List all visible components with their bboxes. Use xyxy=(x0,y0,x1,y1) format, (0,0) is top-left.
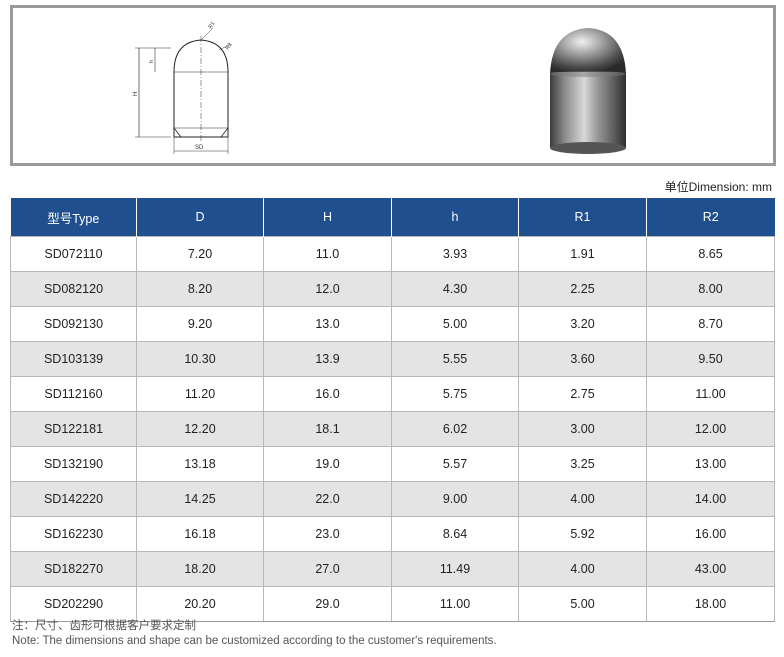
cell-R2: 11.00 xyxy=(646,376,775,412)
label-R1: R1 xyxy=(208,21,217,30)
note-chinese: 注：尺寸、齿形可根据客户要求定制 xyxy=(12,620,196,632)
cell-R2: 8.65 xyxy=(646,236,775,272)
cell-H: 18.1 xyxy=(263,411,392,447)
cell-H: 13.0 xyxy=(263,306,392,342)
col-header-H: H xyxy=(263,198,392,237)
cell-h: 9.00 xyxy=(391,481,519,517)
cell-R1: 2.25 xyxy=(518,271,647,307)
cell-D: 8.20 xyxy=(136,271,264,307)
col-header-D: D xyxy=(136,198,264,237)
table-row: SD072110 7.20 11.0 3.93 1.91 8.65 xyxy=(10,236,775,272)
cell-R1: 3.00 xyxy=(518,411,647,447)
cell-R2: 14.00 xyxy=(646,481,775,517)
cell-H: 19.0 xyxy=(263,446,392,482)
cell-R1: 2.75 xyxy=(518,376,647,412)
cell-h: 5.75 xyxy=(391,376,519,412)
cell-R1: 1.91 xyxy=(518,236,647,272)
customization-note: 注：尺寸、齿形可根据客户要求定制 Note: The dimensions an… xyxy=(12,619,497,649)
unit-label: 单位Dimension: mm xyxy=(664,180,772,194)
cell-R1: 4.00 xyxy=(518,481,647,517)
cell-R1: 5.92 xyxy=(518,516,647,552)
technical-drawing: H h R1 R2 SD xyxy=(133,21,234,154)
cell-h: 11.00 xyxy=(391,586,519,622)
cell-D: 12.20 xyxy=(136,411,264,447)
cell-D: 16.18 xyxy=(136,516,264,552)
cell-D: 20.20 xyxy=(136,586,264,622)
cell-h: 3.93 xyxy=(391,236,519,272)
label-SD: SD xyxy=(195,145,204,151)
cell-D: 18.20 xyxy=(136,551,264,587)
cell-D: 10.30 xyxy=(136,341,264,377)
table-row: SD092130 9.20 13.0 5.00 3.20 8.70 xyxy=(10,306,775,342)
cell-h: 8.64 xyxy=(391,516,519,552)
cell-H: 22.0 xyxy=(263,481,392,517)
cell-R2: 16.00 xyxy=(646,516,775,552)
cell-type: SD132190 xyxy=(10,446,137,482)
table-row: SD202290 20.20 29.0 11.00 5.00 18.00 xyxy=(10,586,775,622)
product-image-panel: H h R1 R2 SD xyxy=(10,5,776,166)
cell-R2: 18.00 xyxy=(646,586,775,622)
cell-H: 29.0 xyxy=(263,586,392,622)
cell-type: SD112160 xyxy=(10,376,137,412)
cell-D: 14.25 xyxy=(136,481,264,517)
table-header-row: 型号Type D H h R1 R2 xyxy=(10,198,775,237)
col-header-R2: R2 xyxy=(646,198,775,237)
cell-type: SD072110 xyxy=(10,236,137,272)
cell-R1: 3.25 xyxy=(518,446,647,482)
cell-type: SD082120 xyxy=(10,271,137,307)
cell-h: 5.55 xyxy=(391,341,519,377)
cell-h: 5.00 xyxy=(391,306,519,342)
cell-type: SD103139 xyxy=(10,341,137,377)
table-row: SD142220 14.25 22.0 9.00 4.00 14.00 xyxy=(10,481,775,517)
cell-D: 7.20 xyxy=(136,236,264,272)
note-english: Note: The dimensions and shape can be cu… xyxy=(12,635,497,647)
cell-R2: 13.00 xyxy=(646,446,775,482)
cell-H: 27.0 xyxy=(263,551,392,587)
cell-type: SD162230 xyxy=(10,516,137,552)
cell-R2: 8.00 xyxy=(646,271,775,307)
label-h: h xyxy=(149,60,155,63)
cell-type: SD142220 xyxy=(10,481,137,517)
cell-D: 9.20 xyxy=(136,306,264,342)
cell-h: 5.57 xyxy=(391,446,519,482)
cell-h: 4.30 xyxy=(391,271,519,307)
cell-type: SD122181 xyxy=(10,411,137,447)
table-row: SD112160 11.20 16.0 5.75 2.75 11.00 xyxy=(10,376,775,412)
cell-H: 13.9 xyxy=(263,341,392,377)
cell-type: SD202290 xyxy=(10,586,137,622)
cell-D: 13.18 xyxy=(136,446,264,482)
cell-R2: 43.00 xyxy=(646,551,775,587)
cell-H: 23.0 xyxy=(263,516,392,552)
cell-type: SD182270 xyxy=(10,551,137,587)
cell-R2: 12.00 xyxy=(646,411,775,447)
table-row: SD162230 16.18 23.0 8.64 5.92 16.00 xyxy=(10,516,775,552)
cell-R1: 3.60 xyxy=(518,341,647,377)
cell-D: 11.20 xyxy=(136,376,264,412)
label-H: H xyxy=(133,92,139,96)
cell-type: SD092130 xyxy=(10,306,137,342)
table-row: SD082120 8.20 12.0 4.30 2.25 8.00 xyxy=(10,271,775,307)
table-row: SD182270 18.20 27.0 11.49 4.00 43.00 xyxy=(10,551,775,587)
cell-h: 6.02 xyxy=(391,411,519,447)
spec-table: 型号Type D H h R1 R2 SD072110 7.20 11.0 3.… xyxy=(10,198,775,622)
table-row: SD132190 13.18 19.0 5.57 3.25 13.00 xyxy=(10,446,775,482)
cell-H: 12.0 xyxy=(263,271,392,307)
cell-h: 11.49 xyxy=(391,551,519,587)
table-row: SD122181 12.20 18.1 6.02 3.00 12.00 xyxy=(10,411,775,447)
carbide-button-photo xyxy=(550,28,626,154)
col-header-h: h xyxy=(391,198,519,237)
cell-R1: 5.00 xyxy=(518,586,647,622)
cell-H: 11.0 xyxy=(263,236,392,272)
col-header-type: 型号Type xyxy=(10,198,137,237)
cell-R1: 4.00 xyxy=(518,551,647,587)
cell-R2: 8.70 xyxy=(646,306,775,342)
table-row: SD103139 10.30 13.9 5.55 3.60 9.50 xyxy=(10,341,775,377)
cell-H: 16.0 xyxy=(263,376,392,412)
cell-R1: 3.20 xyxy=(518,306,647,342)
col-header-R1: R1 xyxy=(518,198,647,237)
label-R2: R2 xyxy=(225,42,234,51)
cell-R2: 9.50 xyxy=(646,341,775,377)
